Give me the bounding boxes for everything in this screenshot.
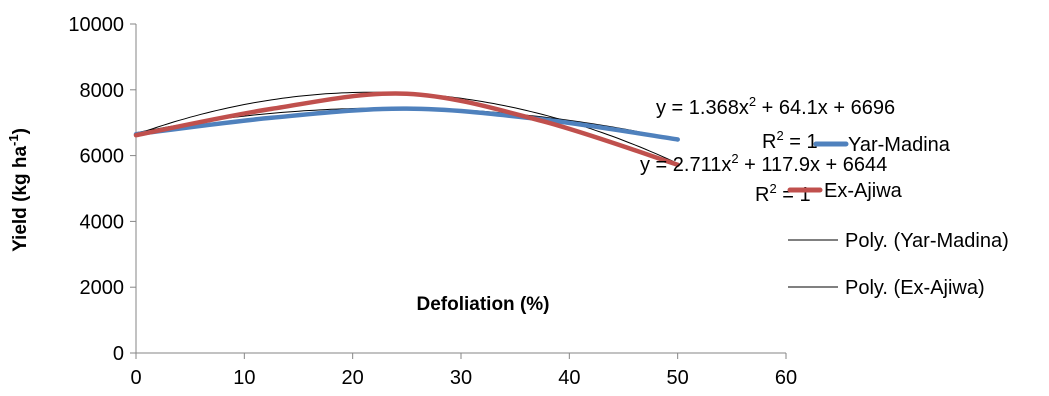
legend-label-yar-madina: Yar-Madina [848,134,951,156]
legend-item-poly-ex-ajiwa: Poly. (Ex-Ajiwa) [788,277,985,299]
trendline-r2-ex-ajiwa: R2 = 1 [755,181,811,206]
chart-ticks: 0 2000 4000 6000 8000 10000 0 10 20 30 40 50 60 [68,14,797,389]
x-tick-label: 10 [233,367,255,389]
y-axis-title-main: Yield (kg ha [10,146,31,252]
x-tick-label: 0 [130,367,141,389]
legend-label-poly-ex-ajiwa: Poly. (Ex-Ajiwa) [845,277,985,299]
y-tick-label: 6000 [80,146,125,168]
trendline-equation-yar-madina: y = 1.368x2 + 64.1x + 6696 [656,94,895,119]
x-axis-title: Defoliation (%) [417,294,550,315]
legend-label-poly-yar-madina: Poly. (Yar-Madina) [845,230,1009,252]
y-axis-title-superscript: -1 [6,134,21,146]
series-line-ex-ajiwa [133,91,680,168]
y-axis-title-close: ) [10,128,31,134]
x-tick-label: 50 [667,367,689,389]
y-axis-title: Yield (kg ha-1) [6,128,31,252]
legend-item-yar-madina: Yar-Madina [813,134,951,156]
legend-label-ex-ajiwa: Ex-Ajiwa [824,180,903,202]
y-tick-label: 4000 [80,211,125,233]
trendline-equation-ex-ajiwa: y = 2.711x2 + 117.9x + 6644 [640,151,887,176]
legend: Yar-Madina Ex-Ajiwa Poly. (Yar-Madina) P… [787,134,1009,299]
trendline-r2-yar-madina: R2 = 1 [762,128,818,153]
chart-series [133,91,680,168]
y-tick-label: 10000 [68,14,124,36]
series-line-yar-madina [133,106,680,142]
y-tick-label: 0 [113,343,124,365]
legend-item-ex-ajiwa: Ex-Ajiwa [787,180,903,202]
x-tick-label: 60 [775,367,797,389]
x-tick-label: 40 [558,367,580,389]
x-tick-label: 20 [342,367,364,389]
y-tick-label: 8000 [80,80,125,102]
legend-item-poly-yar-madina: Poly. (Yar-Madina) [788,230,1009,252]
x-tick-label: 30 [450,367,472,389]
y-tick-label: 2000 [80,277,125,299]
